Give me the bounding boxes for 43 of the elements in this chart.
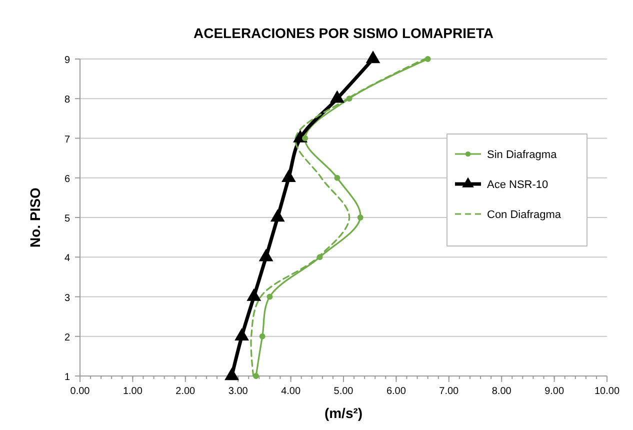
legend-label: Ace NSR-10 bbox=[487, 179, 548, 191]
point bbox=[346, 96, 352, 102]
point bbox=[258, 248, 274, 262]
x-tick-label: 1.00 bbox=[122, 386, 143, 397]
point bbox=[270, 209, 285, 222]
x-tick-label: 0.00 bbox=[70, 386, 90, 397]
y-tick-label: 1 bbox=[64, 372, 70, 383]
x-tick-label: 4.00 bbox=[281, 386, 301, 397]
y-axis-title: No. PISO bbox=[27, 187, 43, 248]
point bbox=[224, 368, 239, 380]
x-tick-label: 10.00 bbox=[594, 386, 620, 397]
y-tick-label: 3 bbox=[64, 292, 70, 304]
y-tick-label: 8 bbox=[64, 94, 70, 106]
legend-label: Sin Diafragma bbox=[487, 149, 558, 161]
x-tick-label: 3.00 bbox=[228, 386, 248, 397]
point bbox=[302, 135, 308, 142]
point bbox=[316, 254, 323, 260]
point bbox=[366, 50, 380, 64]
y-tick-label: 7 bbox=[64, 134, 70, 146]
y-tick-label: 6 bbox=[64, 174, 70, 185]
point bbox=[281, 170, 296, 182]
point bbox=[234, 328, 249, 341]
point bbox=[253, 373, 260, 379]
point bbox=[334, 174, 340, 181]
x-tick-label: 9.00 bbox=[544, 386, 564, 397]
x-axis-title: (m/s²) bbox=[324, 405, 363, 421]
y-tick-label: 5 bbox=[64, 214, 70, 224]
legend-label: Con Diafragma bbox=[487, 209, 562, 221]
chart-title: ACELERACIONES POR SISMO LOMAPRIETA bbox=[194, 25, 494, 41]
y-tick-label: 9 bbox=[64, 55, 70, 66]
y-tick-label: 2 bbox=[64, 332, 70, 344]
point bbox=[266, 294, 273, 300]
point bbox=[424, 56, 431, 62]
point bbox=[246, 288, 262, 301]
x-tick-label: 8.00 bbox=[492, 386, 512, 397]
y-tick-label: 4 bbox=[64, 253, 70, 264]
x-tick-label: 6.00 bbox=[386, 386, 406, 397]
x-tick-label: 7.00 bbox=[439, 386, 460, 397]
x-tick-label: 2.00 bbox=[176, 386, 196, 397]
point bbox=[330, 90, 344, 103]
point bbox=[357, 214, 364, 220]
x-tick-label: 5.00 bbox=[334, 386, 354, 397]
point bbox=[259, 333, 266, 340]
